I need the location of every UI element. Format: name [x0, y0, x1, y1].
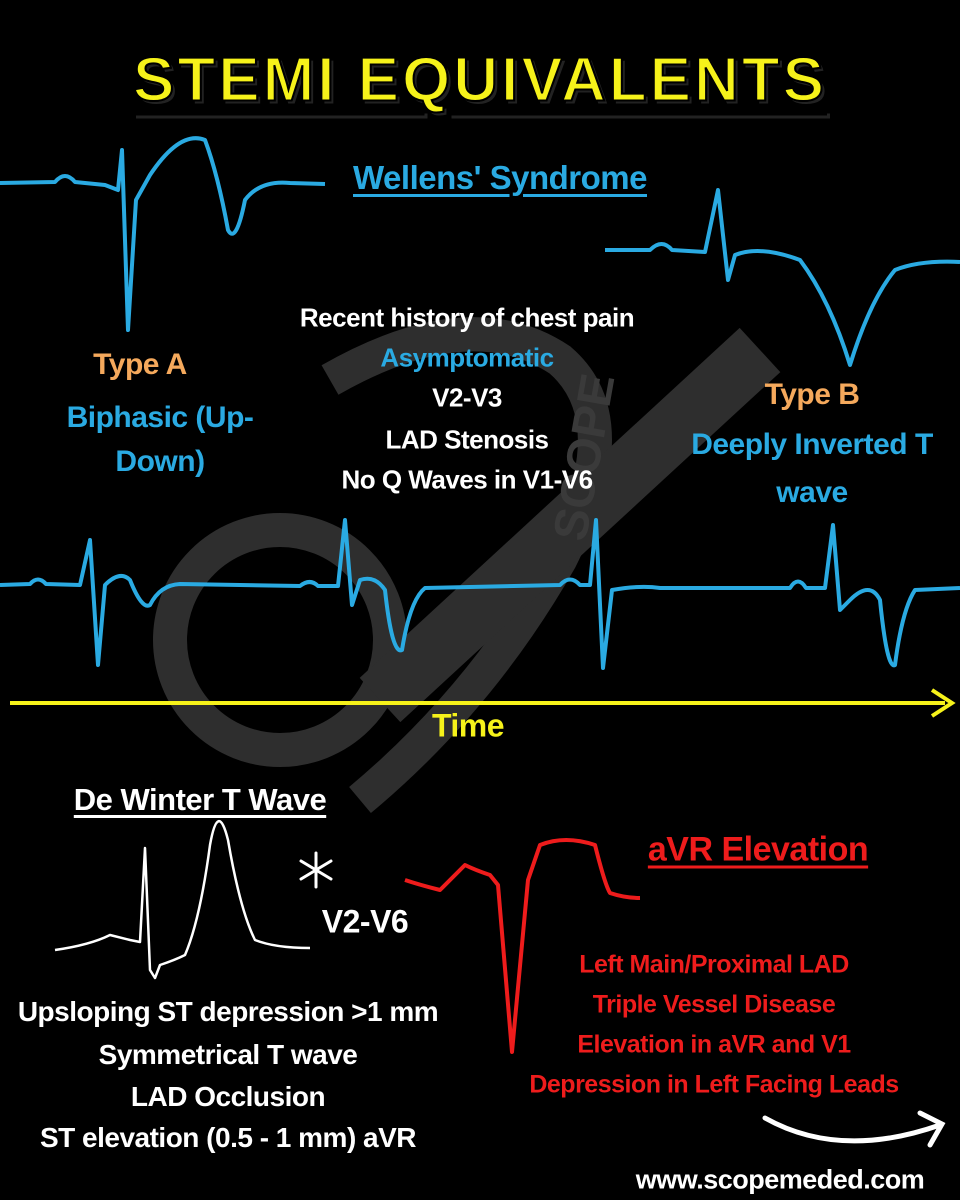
swipe-arrow: [762, 1110, 946, 1148]
ecg-rhythm-strip: [0, 518, 960, 670]
axis-label: Time: [431, 707, 505, 744]
ecg-type-b: [605, 188, 960, 367]
wellens-point: V2-V3: [432, 382, 502, 413]
wellens-point: Asymptomatic: [380, 342, 554, 373]
title: STEMI EQUIVALENTS: [132, 45, 828, 116]
watermark-logo: [153, 317, 781, 814]
de-winter-leads: V2-V6: [321, 903, 409, 940]
type-b-description: Deeply Inverted T wave: [691, 428, 933, 509]
wellens-point: Recent history of chest pain: [299, 302, 635, 333]
wellens-heading: Wellens' Syndrome: [353, 159, 648, 196]
wellens-point: No Q Waves in V1-V6: [341, 464, 593, 495]
website: www.scopemeded.com: [635, 1164, 925, 1195]
de-winter-heading: De Winter T Wave: [73, 782, 327, 817]
wellens-point: LAD Stenosis: [385, 424, 549, 455]
avr-point: Depression in Left Facing Leads: [529, 1070, 899, 1099]
de-winter-point: LAD Occlusion: [130, 1081, 326, 1112]
ecg-avr: [404, 838, 641, 1054]
time-axis: [10, 688, 956, 718]
ecg-type-a: [0, 136, 326, 332]
type-a-description: Biphasic (Up-Down): [66, 401, 254, 478]
type-b-label: Type B: [764, 378, 860, 411]
avr-point: Elevation in aVR and V1: [577, 1030, 851, 1059]
type-a-label: Type A: [93, 348, 187, 381]
de-winter-point: Symmetrical T wave: [98, 1039, 358, 1070]
de-winter-point: Upsloping ST depression >1 mm: [17, 996, 439, 1027]
snowflake-icon: [299, 851, 333, 889]
avr-heading: aVR Elevation: [647, 830, 869, 869]
avr-point: Triple Vessel Disease: [592, 990, 836, 1019]
ecg-de-winter: [54, 819, 311, 980]
de-winter-point: ST elevation (0.5 - 1 mm) aVR: [39, 1122, 417, 1153]
avr-point: Left Main/Proximal LAD: [579, 950, 849, 979]
